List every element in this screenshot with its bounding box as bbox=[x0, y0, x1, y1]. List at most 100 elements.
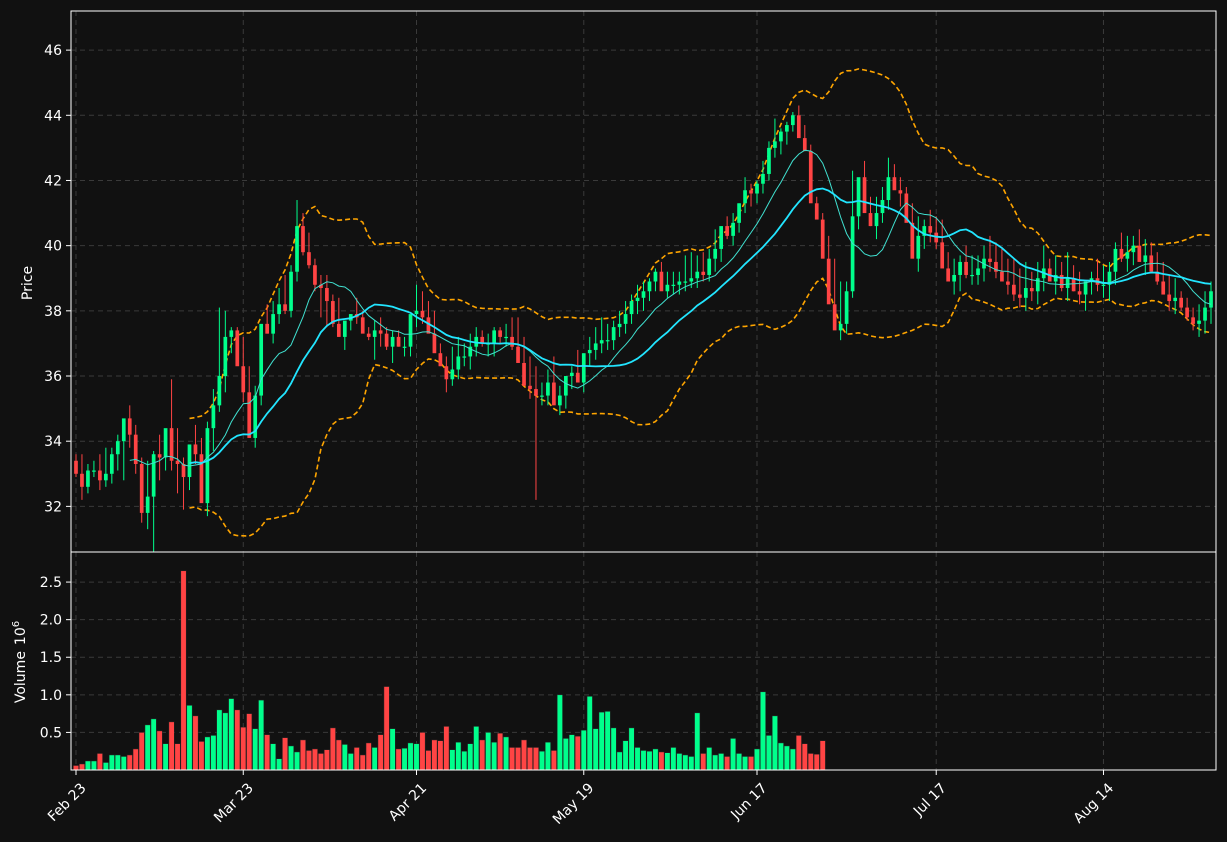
volume-bar-up bbox=[216, 709, 223, 771]
volume-bar-up bbox=[461, 750, 468, 771]
candle-body-up bbox=[623, 314, 628, 324]
candle-body-up bbox=[719, 226, 724, 249]
volume-bar-up bbox=[258, 699, 265, 771]
candle-body-down bbox=[378, 330, 383, 334]
volume-bar-up bbox=[347, 753, 354, 771]
candle-body-down bbox=[1161, 281, 1166, 295]
candle-body-up bbox=[785, 125, 789, 132]
candle-body-up bbox=[86, 470, 90, 487]
candle-body-down bbox=[319, 284, 323, 289]
volume-bar-up bbox=[252, 728, 259, 771]
volume-bar-up bbox=[640, 750, 647, 771]
candle-body-down bbox=[396, 336, 401, 347]
candle-body-up bbox=[1107, 271, 1112, 285]
candle-body-down bbox=[283, 304, 287, 311]
candle-body-up bbox=[504, 336, 508, 339]
candle-body-up bbox=[271, 314, 275, 334]
volume-bar-down bbox=[383, 686, 390, 771]
candle-body-down bbox=[432, 333, 437, 354]
volume-bar-down bbox=[574, 735, 581, 771]
candle-body-down bbox=[725, 226, 729, 236]
candle-body-up bbox=[462, 356, 467, 358]
candle-body-down bbox=[1119, 248, 1124, 259]
volume-bar-down bbox=[174, 743, 181, 771]
volume-bar-up bbox=[718, 753, 725, 771]
candle-body-up bbox=[1197, 320, 1201, 324]
candle-body-up bbox=[838, 323, 843, 331]
volume-bar-down bbox=[192, 715, 199, 771]
volume-bar-down bbox=[79, 763, 85, 771]
candle-body-up bbox=[1209, 291, 1213, 308]
volume-bar-up bbox=[742, 756, 748, 771]
volume-bar-down bbox=[437, 740, 444, 771]
candle-body-up bbox=[563, 376, 568, 396]
price-y-tick-label: 36 bbox=[44, 369, 62, 385]
price-y-tick-label: 40 bbox=[44, 239, 62, 255]
candle-body-up bbox=[450, 369, 455, 380]
candle-body-up bbox=[569, 372, 574, 377]
candle-body-up bbox=[683, 281, 688, 283]
candle-body-up bbox=[767, 147, 771, 174]
volume-bar-up bbox=[503, 736, 510, 771]
volume-bar-up bbox=[204, 736, 211, 771]
volume-bar-up bbox=[455, 741, 462, 771]
volume-bar-down bbox=[419, 732, 426, 771]
candle-body-down bbox=[1006, 281, 1010, 285]
candle-body-up bbox=[689, 278, 694, 282]
volume-bar-up bbox=[777, 742, 784, 771]
volume-bar-down bbox=[156, 730, 163, 771]
candle-body-up bbox=[289, 271, 293, 311]
candle-body-up bbox=[468, 346, 473, 357]
candle-body-up bbox=[121, 418, 126, 442]
candle-body-down bbox=[1029, 288, 1034, 292]
price-y-tick-label: 42 bbox=[44, 173, 62, 189]
volume-bar-up bbox=[276, 758, 283, 771]
volume-bar-down bbox=[509, 747, 516, 771]
volume-bar-down bbox=[521, 739, 527, 771]
volume-bar-down bbox=[329, 727, 336, 771]
price-y-tick-label: 32 bbox=[44, 499, 62, 515]
volume-bar-up bbox=[144, 724, 151, 771]
candle-body-down bbox=[910, 222, 915, 259]
volume-bar-up bbox=[150, 718, 157, 771]
candle-body-down bbox=[98, 470, 102, 481]
volume-bar-down bbox=[813, 753, 820, 771]
volume-bar-up bbox=[449, 749, 456, 771]
volume-bar-up bbox=[371, 747, 378, 771]
volume-bar-up bbox=[652, 748, 659, 771]
candle-body-up bbox=[408, 314, 413, 347]
candle-body-up bbox=[916, 235, 921, 259]
candle-body-up bbox=[92, 470, 96, 472]
price-panel: 32 34 36 38 40 42 44 46 Price bbox=[20, 10, 1217, 553]
price-y-tick-label: 46 bbox=[44, 43, 62, 59]
volume-panel-frame bbox=[70, 551, 1217, 771]
volume-bar-down bbox=[138, 732, 145, 771]
volume-y-tick-label: 1.0 bbox=[40, 688, 62, 704]
candle-body-up bbox=[1101, 284, 1106, 286]
candle-body-down bbox=[366, 333, 371, 337]
volume-axis-title-exponent: 6 bbox=[11, 621, 22, 627]
candle-body-up bbox=[104, 473, 108, 481]
volume-bar-up bbox=[712, 754, 719, 771]
volume-y-tick-label: 2.5 bbox=[40, 575, 62, 591]
candle-body-up bbox=[402, 346, 407, 348]
volume-bar-down bbox=[132, 748, 139, 771]
candle-body-down bbox=[157, 454, 162, 458]
candle-body-up bbox=[1203, 307, 1207, 321]
candle-body-down bbox=[814, 203, 819, 220]
candle-body-down bbox=[1185, 307, 1189, 318]
candle-body-down bbox=[528, 385, 532, 390]
candle-body-down bbox=[522, 362, 526, 386]
candle-body-down bbox=[498, 330, 502, 337]
candle-body-down bbox=[444, 366, 449, 380]
candle-body-up bbox=[922, 226, 927, 236]
candle-body-up bbox=[713, 248, 718, 259]
candle-body-down bbox=[820, 219, 825, 259]
volume-bar-up bbox=[491, 741, 498, 771]
candle-body-up bbox=[115, 441, 120, 455]
volume-bar-down bbox=[724, 756, 731, 771]
candle-body-down bbox=[1059, 274, 1064, 289]
candle-body-up bbox=[886, 177, 891, 201]
